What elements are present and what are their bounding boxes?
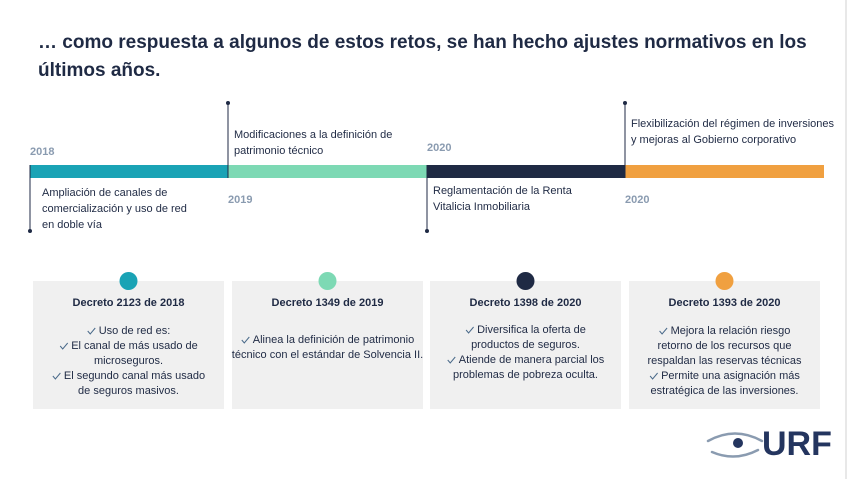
timeline-segment	[228, 165, 427, 178]
bullet-text: retorno de los recursos que	[658, 340, 792, 352]
bullet-text: Atiende de manera parcial los	[459, 354, 605, 366]
timeline-description: y mejoras al Gobierno corporativo	[631, 134, 796, 146]
timeline-description: Ampliación de canales de	[42, 187, 167, 199]
logo-icon	[706, 432, 764, 458]
check-icon	[52, 372, 61, 380]
timeline-description: Modificaciones a la definición de	[234, 129, 392, 141]
bullet-text: El segundo canal más usado	[64, 370, 205, 382]
timeline-description: Reglamentación de la Renta	[433, 185, 573, 197]
bullet-text: Alinea la definición de patrimonio	[253, 334, 414, 346]
bullet-text: Diversifica la oferta de	[477, 324, 586, 336]
bullet-text: El canal de más usado de	[71, 340, 198, 352]
title-line: … como respuesta a algunos de estos reto…	[38, 32, 807, 53]
check-icon	[87, 327, 96, 335]
bullet-text: Uso de red es:	[99, 325, 171, 337]
card-title: Decreto 2123 de 2018	[73, 297, 185, 309]
card	[629, 281, 820, 409]
timeline-description: Flexibilización del régimen de inversion…	[631, 118, 834, 130]
card-icon	[318, 272, 337, 290]
check-icon	[241, 336, 250, 344]
bullet-text: Permite una asignación más	[661, 370, 800, 382]
card-icon	[516, 272, 535, 290]
check-icon	[649, 372, 658, 380]
bullet-text: productos de seguros.	[471, 339, 580, 351]
bullet-text: estratégica de las inversiones.	[651, 385, 799, 397]
card	[232, 281, 423, 409]
timeline-year: 2018	[30, 146, 54, 158]
logo: URF	[762, 425, 832, 463]
card	[430, 281, 621, 409]
bullet-text: técnico con el estándar de Solvencia II.	[232, 349, 423, 361]
check-icon	[659, 327, 668, 335]
card-icon	[119, 272, 138, 290]
timeline-year: 2019	[228, 194, 252, 206]
timeline-description: patrimonio técnico	[234, 145, 323, 157]
card	[33, 281, 224, 409]
timeline-dot	[425, 229, 429, 233]
bullet-text: respaldan las reservas técnicas	[647, 355, 802, 367]
timeline-dot	[623, 101, 627, 105]
timeline-dot	[226, 101, 230, 105]
timeline-segment	[625, 165, 824, 178]
timeline-segment	[30, 165, 228, 178]
check-icon	[447, 356, 456, 364]
bullet-text: de seguros masivos.	[78, 385, 179, 397]
bullet-text: Mejora la relación riesgo	[671, 325, 791, 337]
timeline-dot	[28, 229, 32, 233]
check-icon	[59, 342, 69, 350]
timeline-description: en doble vía	[42, 219, 103, 231]
card-title: Decreto 1393 de 2020	[669, 297, 781, 309]
card-icon	[715, 272, 734, 290]
timeline-year: 2020	[625, 194, 649, 206]
title-line: últimos años.	[38, 60, 160, 81]
timeline-description: Vitalicia Inmobiliaria	[433, 201, 531, 213]
timeline-description: comercialización y uso de red	[42, 203, 187, 215]
card-title: Decreto 1398 de 2020	[470, 297, 582, 309]
bullet-text: microseguros.	[94, 355, 163, 367]
bullet-text: problemas de pobreza oculta.	[453, 369, 598, 381]
check-icon	[465, 326, 474, 334]
timeline-year: 2020	[427, 142, 451, 154]
timeline-segment	[427, 165, 625, 178]
card-title: Decreto 1349 de 2019	[272, 297, 384, 309]
